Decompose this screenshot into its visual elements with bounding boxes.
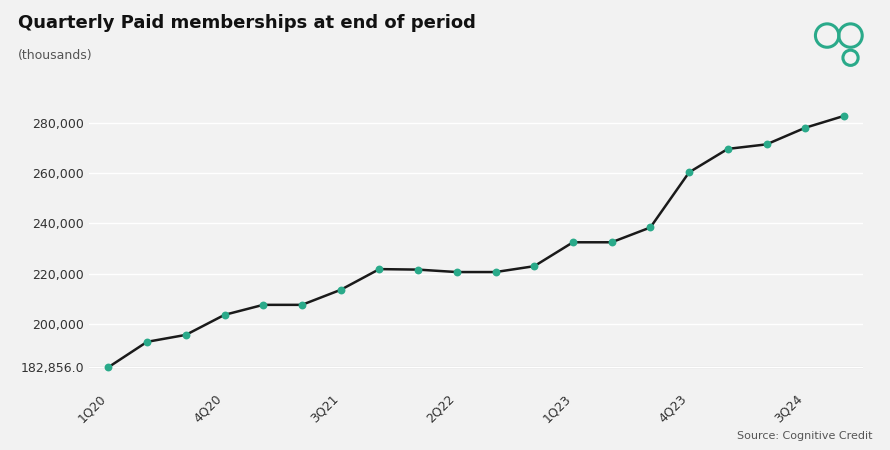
Point xyxy=(179,331,193,338)
Point xyxy=(101,364,116,371)
Point xyxy=(489,269,503,276)
Point xyxy=(798,124,813,131)
Text: Source: Cognitive Credit: Source: Cognitive Credit xyxy=(737,431,872,441)
Text: (thousands): (thousands) xyxy=(18,50,93,63)
Point xyxy=(604,238,619,246)
Point xyxy=(721,145,735,153)
Point xyxy=(217,311,231,319)
Point xyxy=(682,169,696,176)
Point xyxy=(334,286,348,293)
Point xyxy=(256,301,271,308)
Point xyxy=(140,338,154,346)
Point xyxy=(759,141,773,148)
Point xyxy=(566,238,580,246)
Point xyxy=(372,266,386,273)
Point xyxy=(643,224,658,231)
Point xyxy=(295,301,309,308)
Point xyxy=(449,269,464,276)
Point xyxy=(837,112,851,120)
Point xyxy=(527,263,541,270)
Text: Quarterly Paid memberships at end of period: Quarterly Paid memberships at end of per… xyxy=(18,14,475,32)
Point xyxy=(411,266,425,273)
